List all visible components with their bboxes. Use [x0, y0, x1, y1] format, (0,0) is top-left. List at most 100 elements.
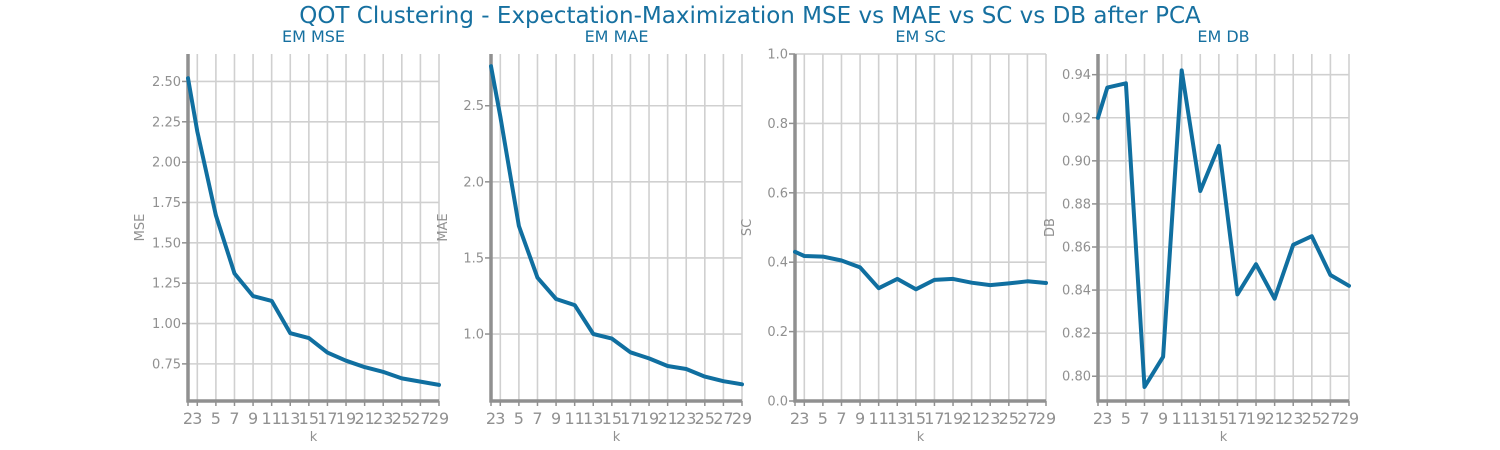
chart-mse-x-tick-label: 15	[299, 409, 319, 428]
chart-sc-title: EM SC	[895, 27, 945, 46]
chart-sc-x-tick-label: 7	[836, 409, 846, 428]
chart-sc-x-tick-label: 21	[961, 409, 981, 428]
chart-mae-x-tick-label: 25	[695, 409, 715, 428]
chart-db-y-tick-label: 0.84	[1062, 284, 1091, 299]
chart-sc-y-tick-label: 0.6	[767, 186, 788, 201]
chart-mae-x-tick-label: 13	[583, 409, 603, 428]
chart-mae-x-tick-label: 23	[676, 409, 696, 428]
chart-db-series-line	[1096, 68, 1351, 389]
chart-panel-sc: 0.00.20.40.60.81.02 3 5 7 9 11131517192123252…	[740, 27, 1056, 445]
chart-mae-x-tick-label: 29	[732, 409, 752, 428]
chart-mse-x-tick-label: 5	[211, 409, 221, 428]
chart-sc-x-tick-label: 25	[999, 409, 1019, 428]
chart-mse-x-tick-label: 23	[373, 409, 393, 428]
chart-sc-x-tick-label: 29	[1036, 409, 1056, 428]
chart-sc-x-tick-label: 5	[818, 409, 828, 428]
chart-mse-y-tick-label: 2.25	[152, 115, 181, 130]
chart-db-x-tick-label: 7	[1139, 409, 1149, 428]
chart-db-x-tick-label: 5	[1121, 409, 1131, 428]
chart-mse-x-tick-label: 3	[192, 409, 202, 428]
chart-mae-y-tick-label: 1.0	[463, 328, 484, 343]
chart-db-x-tick-label: 15	[1209, 409, 1229, 428]
chart-mae-x-tick-label: 3	[495, 409, 505, 428]
chart-db-x-tick-label: 2	[1093, 409, 1103, 428]
chart-db-x-tick-label: 29	[1339, 409, 1359, 428]
chart-mse-y-tick-label: 2.50	[152, 75, 181, 90]
chart-mse-x-tick-label: 17	[317, 409, 337, 428]
chart-mae-x-tick-label: 11	[564, 409, 584, 428]
chart-sc-x-tick-label: 17	[924, 409, 944, 428]
chart-sc-y-tick-label: 0.4	[767, 256, 788, 271]
chart-sc-x-tick-label: 15	[906, 409, 926, 428]
chart-mse-x-tick-label: 21	[354, 409, 374, 428]
chart-db-x-tick-label: 25	[1302, 409, 1322, 428]
chart-mse-y-tick-label: 1.50	[152, 236, 181, 251]
chart-sc-x-tick-label: 11	[868, 409, 888, 428]
chart-db-x-tick-label: 3	[1102, 409, 1112, 428]
chart-db-x-tick-label: 21	[1264, 409, 1284, 428]
chart-db-y-tick-label: 0.82	[1062, 327, 1091, 342]
chart-panel-mse: 0.751.001.251.501.752.002.252.502 3 5 7 9 111…	[133, 27, 449, 445]
chart-db-y-tick-label: 0.90	[1062, 154, 1091, 169]
chart-mse-y-tick-label: 1.00	[152, 317, 181, 332]
chart-db-x-tick-label: 11	[1171, 409, 1191, 428]
chart-mse-title: EM MSE	[282, 27, 345, 46]
chart-db-xlabel: k	[1220, 430, 1228, 445]
chart-sc-ylabel: SC	[740, 219, 755, 236]
chart-sc-xlabel: k	[917, 430, 925, 445]
chart-mae-y-tick-label: 1.5	[463, 251, 484, 266]
chart-db-x-tick-label: 27	[1320, 409, 1340, 428]
chart-mae-ylabel: MAE	[436, 213, 451, 241]
chart-mse-series-line	[186, 76, 441, 387]
chart-sc-y-tick-label: 0.8	[767, 117, 788, 132]
chart-mse-x-tick-label: 7	[229, 409, 239, 428]
chart-mae-x-tick-label: 5	[514, 409, 524, 428]
chart-mse-x-tick-label: 2	[183, 409, 193, 428]
chart-mae-x-tick-label: 9	[551, 409, 561, 428]
chart-mae-x-tick-label: 7	[532, 409, 542, 428]
chart-mse-x-tick-label: 25	[392, 409, 412, 428]
chart-mae-y-tick-label: 2.0	[463, 175, 484, 190]
chart-mse-x-tick-label: 9	[248, 409, 258, 428]
chart-db-x-tick-label: 9	[1158, 409, 1168, 428]
chart-db-y-tick-label: 0.92	[1062, 111, 1091, 126]
chart-sc-x-tick-label: 3	[799, 409, 809, 428]
chart-sc-x-tick-label: 23	[980, 409, 1000, 428]
chart-mae-series-line	[489, 64, 744, 387]
chart-sc-x-tick-label: 13	[887, 409, 907, 428]
chart-sc-x-tick-label: 2	[790, 409, 800, 428]
chart-sc-series-line	[793, 249, 1048, 292]
chart-mae-y-tick-label: 2.5	[463, 99, 484, 114]
chart-mse-y-tick-label: 0.75	[152, 357, 181, 372]
chart-mae-x-tick-label: 17	[620, 409, 640, 428]
chart-mae-xlabel: k	[613, 430, 621, 445]
chart-sc-y-tick-label: 0.2	[767, 325, 788, 340]
chart-db-x-tick-label: 19	[1246, 409, 1266, 428]
chart-sc-y-tick-label: 1.0	[767, 48, 788, 63]
chart-db-x-tick-label: 17	[1227, 409, 1247, 428]
chart-mse-x-tick-label: 29	[429, 409, 449, 428]
chart-panel-mae: 1.01.52.02.52 3 5 7 9 11131517192123252729kMA…	[436, 27, 752, 445]
chart-mse-x-tick-label: 11	[261, 409, 281, 428]
chart-sc-y-tick-label: 0.0	[767, 395, 788, 410]
chart-sc-x-tick-label: 19	[943, 409, 963, 428]
chart-mse-y-tick-label: 1.75	[152, 196, 181, 211]
chart-mae-x-tick-label: 27	[713, 409, 733, 428]
chart-db-x-tick-label: 13	[1190, 409, 1210, 428]
figure-title: QOT Clustering - Expectation-Maximizatio…	[299, 3, 1201, 29]
chart-mse-y-tick-label: 1.25	[152, 277, 181, 292]
chart-mae-x-tick-label: 21	[657, 409, 677, 428]
chart-mse-xlabel: k	[310, 430, 318, 445]
chart-db-y-tick-label: 0.94	[1062, 68, 1091, 83]
chart-mae-x-tick-label: 15	[602, 409, 622, 428]
chart-mae-title: EM MAE	[585, 27, 649, 46]
chart-db-y-tick-label: 0.80	[1062, 370, 1091, 385]
chart-db-ylabel: DB	[1043, 218, 1058, 237]
chart-panel-db: 0.800.820.840.860.880.900.920.942 3 5 7 9 111…	[1043, 27, 1359, 445]
chart-db-x-tick-label: 23	[1283, 409, 1303, 428]
chart-sc-x-tick-label: 27	[1017, 409, 1037, 428]
chart-db-title: EM DB	[1197, 27, 1249, 46]
chart-sc-x-tick-label: 9	[855, 409, 865, 428]
